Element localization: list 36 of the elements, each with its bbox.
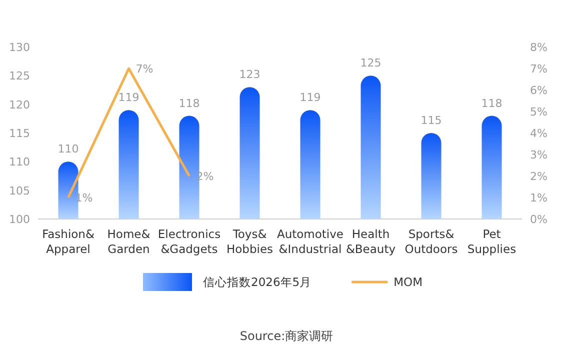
data-label: 7% [136, 62, 154, 76]
y-tick-label: 120 [9, 98, 30, 112]
legend-label: 信心指数2026年5月 [203, 275, 312, 289]
y-tick-label: 110 [9, 156, 30, 169]
x-tick-label: Fashion& Apparel [42, 227, 94, 256]
y2-tick-label: 0% [530, 213, 548, 226]
x-tick-label: Automotive &Industrial [276, 227, 344, 256]
x-tick-label: Pet Supplies [467, 227, 516, 256]
y2-tick-label: 4% [530, 127, 548, 140]
x-tick-label: Sports& Outdoors [404, 227, 458, 256]
data-label: 118 [481, 96, 502, 110]
y2-tick-label: 5% [530, 106, 548, 118]
y2-tick-label: 2% [530, 170, 548, 183]
y2-tick-label: 3% [530, 148, 548, 162]
y-tick-label: 125 [9, 70, 30, 83]
data-label: 118 [178, 96, 200, 110]
legend-label: MOM [394, 275, 422, 289]
y2-tick-label: 7% [530, 62, 548, 76]
y-tick-label: 130 [9, 41, 30, 54]
y2-tick-label: 1% [530, 192, 548, 204]
x-tick-label: Home& Garden [107, 227, 150, 256]
x-tick-label: Electronics &Gadgets [158, 227, 221, 256]
y-tick-label: 100 [9, 213, 30, 226]
data-label: 119 [118, 91, 140, 104]
x-tick-label: Health &Beauty [346, 227, 396, 256]
y2-tick-label: 8% [530, 41, 548, 54]
y-tick-label: 115 [9, 127, 30, 140]
data-label: 115 [420, 114, 442, 127]
data-label: 110 [58, 142, 79, 156]
data-label: 125 [360, 56, 382, 70]
y2-tick-label: 6% [530, 84, 548, 97]
y-tick-label: 105 [9, 184, 30, 198]
data-label: 119 [300, 91, 321, 104]
x-tick-label: Toys& Hobbies [226, 227, 274, 256]
source-note: Source:商家调研 [240, 329, 334, 343]
data-label: 123 [239, 68, 260, 82]
